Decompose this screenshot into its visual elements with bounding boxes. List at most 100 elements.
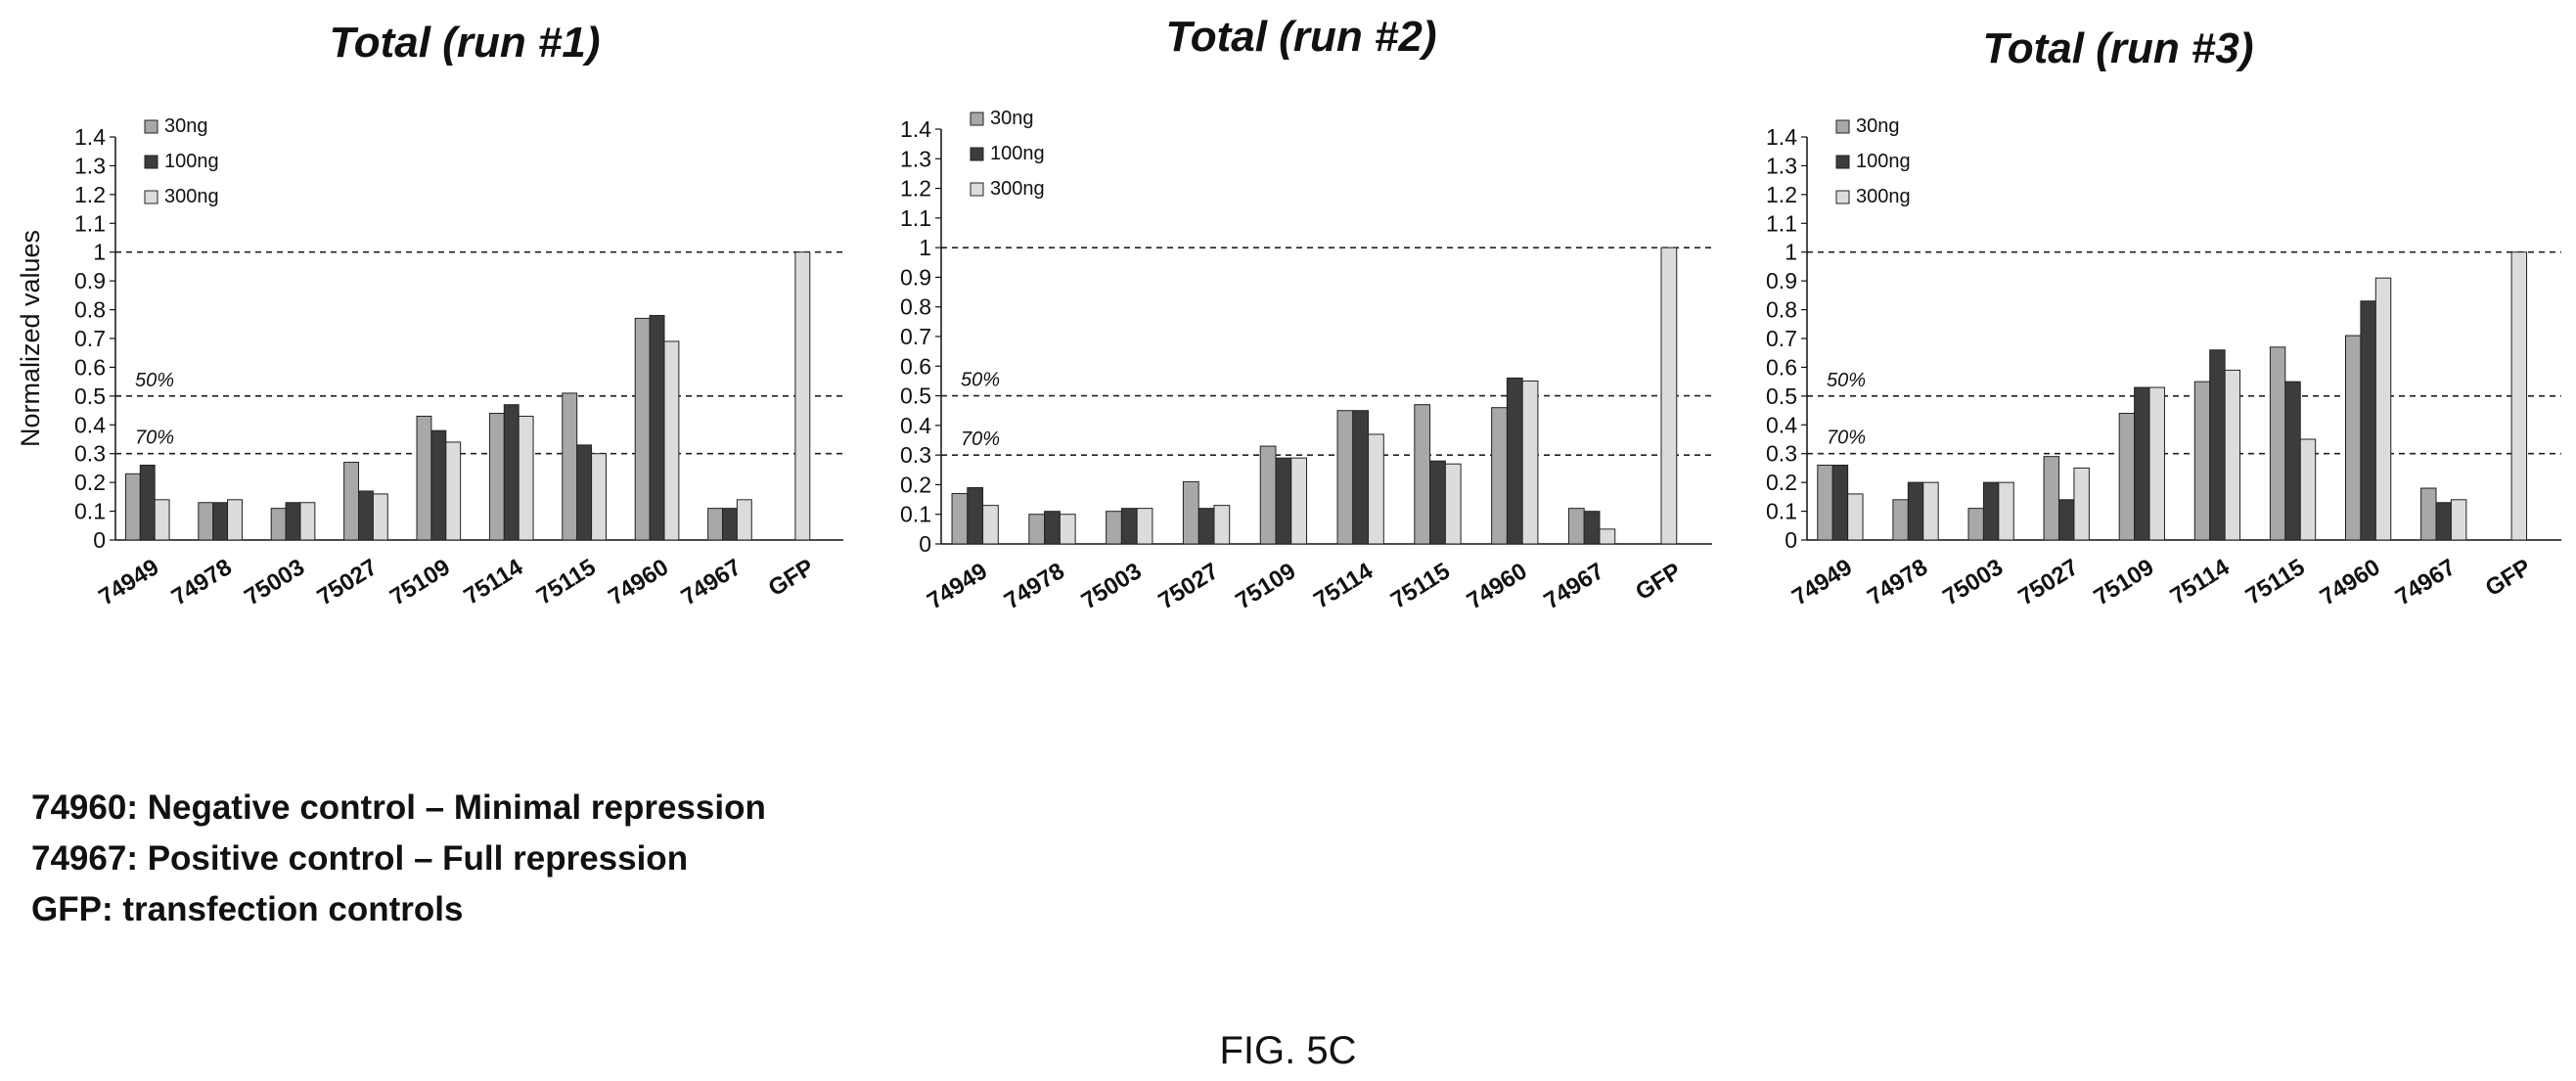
chart-svg: Total (run #1) Normalized values 0 0.1 0.2 0.…	[16, 19, 843, 610]
bar-100ng-75109	[2134, 386, 2150, 541]
bar-30ng-74978	[1892, 499, 1909, 541]
bar-300ng-74960	[2374, 277, 2392, 541]
bar-300ng-75115	[1444, 463, 1462, 545]
bar-300ng-74960	[663, 340, 680, 541]
legend-label-100ng: 100ng	[164, 151, 219, 172]
bar-300ng-75027	[372, 493, 388, 541]
y-tick-label: 0	[919, 531, 931, 557]
y-tick-label: 0	[1785, 527, 1797, 553]
bar-100ng-75109	[430, 429, 447, 541]
y-tick-label: 0.2	[74, 470, 106, 495]
bar-30ng-75027	[2043, 456, 2060, 541]
y-tick-label: 0.3	[74, 441, 106, 467]
y-tick-label: 1.3	[1766, 153, 1797, 178]
bar-100ng-75114	[1352, 410, 1370, 545]
x-category-label: 74978	[1000, 558, 1069, 614]
y-tick-label: 0.8	[74, 297, 106, 323]
bar-100ng-74978	[212, 502, 229, 541]
y-tick-label: 0.6	[900, 353, 931, 379]
bar-100ng-75115	[576, 444, 593, 541]
note-positive-control: 74967: Positive control – Full repressio…	[31, 839, 689, 878]
y-axis-label: Normalized values	[16, 230, 45, 447]
x-category-label: 74978	[1863, 554, 1932, 610]
reference-line-label: 50%	[135, 370, 174, 391]
y-tick-label: 0.5	[1766, 383, 1797, 409]
x-category-label: 75027	[313, 554, 383, 610]
bar-300ng-GFP	[794, 251, 811, 541]
y-tick-label: 1.4	[900, 116, 931, 142]
legend-swatch-300ng	[1835, 190, 1850, 204]
y-tick-label: 0.1	[900, 502, 931, 527]
reference-line-label: 50%	[1827, 370, 1866, 391]
bar-300ng-74960	[1521, 380, 1539, 545]
bar-100ng-75003	[285, 502, 301, 541]
legend-swatch-300ng	[144, 190, 158, 204]
x-category-label: 74949	[94, 554, 163, 610]
x-category-label: 75003	[240, 554, 309, 610]
bar-100ng-75027	[2058, 499, 2075, 541]
y-tick-label: 0.6	[74, 354, 106, 380]
bar-30ng-75027	[343, 462, 359, 541]
bar-100ng-75003	[1120, 508, 1138, 545]
y-tick-label: 0.9	[1766, 268, 1797, 293]
x-category-label: 75115	[1386, 558, 1455, 614]
reference-line-label: 70%	[961, 428, 1000, 450]
bar-100ng-74960	[2360, 300, 2376, 541]
y-tick-label: 0.5	[74, 383, 106, 409]
x-category-label: 74978	[167, 554, 237, 610]
y-tick-label: 0.4	[1766, 412, 1797, 437]
x-category-label: 74967	[677, 554, 746, 610]
x-category-label: 74960	[604, 554, 673, 610]
x-category-label: 75115	[2241, 554, 2310, 610]
legend-swatch-100ng	[970, 147, 984, 161]
y-tick-label: 0.3	[900, 442, 931, 468]
bar-100ng-75114	[2209, 349, 2226, 541]
x-category-label: 75109	[1231, 558, 1300, 614]
bar-30ng-75003	[270, 508, 287, 541]
chart-svg: Total (run #2) 0 0.1 0.2 0.3 0.4 0.5 0.6 0.7 0.8 0…	[900, 13, 1712, 614]
legend-swatch-30ng	[144, 119, 158, 134]
bar-100ng-74949	[967, 486, 984, 545]
x-category-label: 74967	[2391, 554, 2461, 610]
x-category-label: 74960	[2316, 554, 2385, 610]
bar-300ng-75109	[2148, 386, 2165, 541]
bar-100ng-75115	[2284, 381, 2301, 541]
bar-300ng-GFP	[1660, 247, 1678, 545]
bar-100ng-75003	[1982, 481, 2000, 541]
legend-label-300ng: 300ng	[1856, 186, 1911, 207]
x-category-label: GFP	[1631, 558, 1686, 606]
bar-30ng-75115	[2269, 346, 2286, 541]
bar-30ng-74978	[198, 502, 214, 541]
bar-300ng-74978	[227, 499, 243, 541]
bar-100ng-75114	[503, 404, 520, 541]
legend-label-100ng: 100ng	[990, 143, 1045, 164]
bar-100ng-74967	[1583, 511, 1601, 545]
reference-line-label: 70%	[135, 428, 174, 449]
bar-30ng-75027	[1182, 480, 1199, 545]
bar-100ng-74967	[721, 508, 738, 541]
legend-label-30ng: 30ng	[990, 108, 1034, 129]
y-tick-label: 1.4	[74, 124, 106, 150]
bar-100ng-74949	[139, 464, 156, 541]
y-tick-label: 0	[93, 527, 106, 553]
y-tick-label: 1.2	[74, 182, 106, 207]
x-category-label: 75003	[1938, 554, 2008, 610]
y-tick-label: 0.3	[1766, 441, 1797, 467]
chart-panel-run-1: Total (run #1) Normalized values 0 0.1 0.2 0.…	[0, 0, 861, 743]
y-tick-label: 0.7	[74, 326, 106, 351]
legend-label-30ng: 30ng	[164, 115, 208, 137]
bar-30ng-75109	[416, 415, 432, 541]
bar-300ng-74978	[1059, 514, 1076, 545]
bar-100ng-74949	[1831, 464, 1849, 541]
bar-100ng-75027	[1198, 508, 1215, 545]
bar-100ng-75109	[1275, 457, 1292, 545]
y-tick-label: 1.3	[74, 153, 106, 178]
x-category-label: 75003	[1077, 558, 1147, 614]
y-tick-label: 1	[93, 240, 106, 265]
bar-30ng-75003	[1967, 508, 1984, 541]
y-tick-label: 0.8	[1766, 297, 1797, 323]
legend-swatch-100ng	[144, 155, 158, 169]
bar-300ng-75027	[2073, 467, 2090, 541]
bar-300ng-75109	[1290, 457, 1308, 545]
bar-100ng-74978	[1044, 511, 1061, 545]
